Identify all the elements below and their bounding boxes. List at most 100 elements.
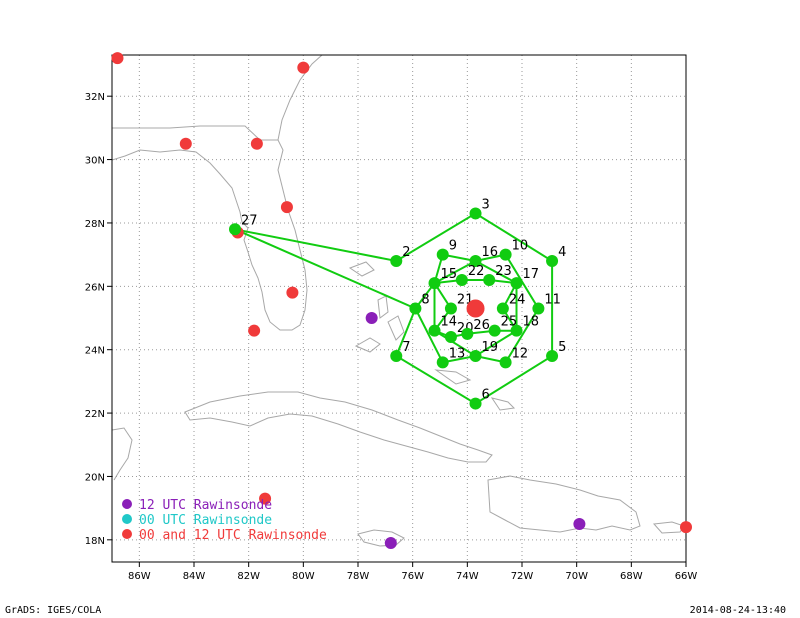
drop-point-marker: [390, 254, 403, 267]
drop-point-marker: [409, 302, 422, 315]
map-frame: [111, 54, 687, 563]
drop-point-label: 18: [523, 315, 540, 330]
drop-point-marker: [390, 350, 403, 363]
drop-point-label: 25: [501, 315, 518, 330]
tick-label-lon: 74W: [456, 571, 479, 582]
florida-coast: [112, 125, 308, 331]
tick-label-lon: 76W: [401, 571, 424, 582]
tick-label-lon: 68W: [620, 571, 643, 582]
drop-point-marker: [469, 207, 482, 220]
drop-point-label: 17: [523, 267, 540, 282]
drop-point-label: 6: [482, 388, 490, 403]
drop-point-label: 13: [449, 346, 466, 361]
drop-point-label: 3: [482, 197, 490, 212]
drop-point-label: 23: [495, 264, 512, 279]
drop-point-marker: [532, 302, 545, 315]
georgia-carolina-coast: [277, 55, 323, 141]
bahamas-islands: [348, 261, 516, 411]
drop-point-marker: [499, 356, 512, 369]
coastlines: [112, 55, 685, 547]
tick-label-lat: 30N: [85, 156, 105, 167]
raob-station-00-12utc: [680, 521, 692, 534]
drop-point-label: 22: [468, 264, 485, 279]
drop-point-label: 10: [512, 239, 529, 254]
raob-station-00-12utc: [286, 286, 299, 299]
tick-label-lon: 66W: [675, 571, 698, 582]
drop-point-marker: [488, 324, 501, 337]
drop-point-marker: [510, 324, 523, 337]
footer-timestamp: 2014-08-24-13:40: [689, 605, 786, 616]
tick-label-lat: 24N: [85, 346, 105, 357]
drop-point-marker: [444, 331, 457, 344]
drop-point-label: 5: [558, 340, 566, 355]
legend-marker-12utc: [122, 499, 132, 509]
legend-label-both: 00 and 12 UTC Rawinsonde: [139, 528, 327, 543]
tick-label-lon: 84W: [183, 571, 206, 582]
tick-label-lon: 70W: [565, 571, 588, 582]
hispaniola-coast: [487, 475, 641, 533]
raob-station-12utc: [384, 536, 397, 549]
legend-marker-00utc: [122, 514, 132, 524]
tick-label-lon: 72W: [511, 571, 534, 582]
drop-point-marker: [455, 273, 468, 286]
drop-point-label: 27: [241, 213, 258, 228]
drop-point-label: 24: [509, 293, 526, 308]
tick-label-lat: 20N: [85, 472, 105, 483]
drop-point-label: 19: [482, 340, 499, 355]
drop-point-marker: [428, 324, 441, 337]
drop-point-marker: [428, 277, 441, 290]
storm-center-marker: [466, 299, 485, 318]
drop-point-label: 4: [558, 245, 566, 260]
legend: 12 UTC Rawinsonde 00 UTC Rawinsonde 00 a…: [122, 498, 327, 543]
tick-label-lon: 78W: [347, 571, 370, 582]
raob-station-00-12utc: [250, 137, 263, 150]
tick-label-lat: 28N: [85, 219, 105, 230]
drop-point-label: 26: [473, 318, 490, 333]
footer-credit: GrADS: IGES/COLA: [5, 605, 102, 616]
drop-point-marker: [483, 273, 496, 286]
drop-point-marker: [229, 223, 241, 236]
rawinsonde-stations: [111, 52, 692, 549]
drop-point-label: 16: [482, 245, 499, 260]
drop-point-marker: [444, 302, 457, 315]
tick-label-lat: 22N: [85, 409, 105, 420]
raob-station-00-12utc: [297, 61, 310, 74]
tick-label-lon: 82W: [237, 571, 260, 582]
tick-label-lon: 80W: [292, 571, 315, 582]
drop-point-marker: [496, 302, 509, 315]
raob-station-00-12utc: [111, 52, 124, 65]
drop-point-marker: [546, 350, 559, 363]
tick-label-lat: 18N: [85, 536, 105, 547]
drop-point-marker: [436, 248, 449, 261]
raob-station-12utc: [365, 312, 378, 325]
drop-point-marker: [546, 254, 559, 267]
drop-point-marker: [499, 248, 512, 261]
drop-point-marker: [469, 350, 482, 363]
raob-station-00-12utc: [280, 201, 293, 214]
raob-station-00-12utc: [259, 492, 272, 505]
drop-point-marker: [436, 356, 449, 369]
axis-ticks: 86W 84W 82W 80W 78W 76W 74W 72W 70W 68W 66W 18N 20N 2…: [85, 92, 698, 582]
tick-label-lon: 86W: [128, 571, 151, 582]
drop-point-label: 12: [512, 346, 529, 361]
raob-station-12utc: [573, 517, 586, 530]
drop-point-label: 14: [441, 315, 458, 330]
raob-station-00-12utc: [179, 137, 192, 150]
tick-label-lat: 32N: [85, 92, 105, 103]
drop-point-marker: [510, 277, 523, 290]
cuba-coast: [184, 391, 493, 463]
drop-point-label: 8: [421, 293, 429, 308]
raob-station-00-12utc: [248, 324, 261, 337]
drop-point-label: 7: [402, 340, 410, 355]
tick-label-lat: 26N: [85, 282, 105, 293]
drop-point-label: 9: [449, 239, 457, 254]
legend-label-00utc: 00 UTC Rawinsonde: [139, 513, 272, 528]
drop-point-label: 2: [402, 245, 410, 260]
track-segment: [414, 253, 540, 364]
drop-point-marker: [461, 327, 474, 340]
drop-point-label: 11: [544, 293, 561, 308]
jamaica-coast: [357, 529, 405, 547]
legend-marker-both: [122, 529, 132, 539]
